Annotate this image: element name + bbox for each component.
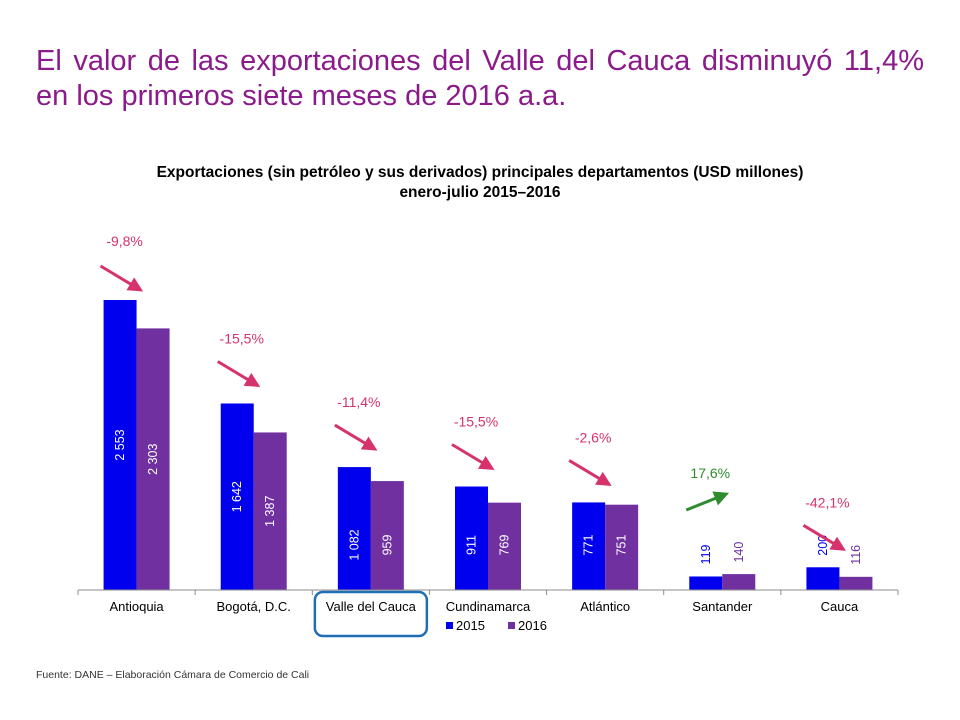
bar-2016 (488, 502, 521, 590)
change-arrow-down-icon (451, 443, 495, 471)
data-label-2015: 1 642 (230, 481, 244, 512)
bar-2016 (136, 328, 170, 590)
data-label-2016: 2 303 (146, 444, 160, 475)
chart-title: Exportaciones (sin petróleo y sus deriva… (156, 164, 804, 181)
bar-2016 (370, 481, 404, 590)
bar-2015 (455, 486, 488, 590)
bar-2016 (253, 432, 287, 590)
change-percent-label: -42,1% (805, 494, 849, 510)
bar-2016 (839, 576, 873, 590)
category-label: Cundinamarca (446, 599, 531, 614)
bar-2015 (220, 403, 254, 590)
change-percent-label: -11,4% (337, 394, 380, 410)
change-arrow-down-icon (216, 360, 261, 388)
category-label: Atlántico (580, 599, 630, 614)
highlight-box (313, 590, 429, 638)
change-arrow-down-icon (802, 523, 847, 551)
bar-2015 (337, 467, 371, 590)
bar-2015 (806, 567, 840, 590)
bar-2016 (722, 574, 756, 590)
change-percent-label: -15,5% (220, 330, 264, 346)
change-percent-label: -2,6% (575, 429, 612, 445)
change-arrow-down-icon (334, 423, 378, 451)
category-label: Bogotá, D.C. (216, 599, 290, 614)
change-percent-label: -15,5% (454, 414, 498, 430)
category-label: Cauca (821, 599, 859, 614)
legend-swatch-2016 (508, 622, 515, 629)
source-footer: Fuente: DANE – Elaboración Cámara de Com… (36, 669, 310, 681)
bar-2016 (605, 504, 639, 590)
data-label-2016: 1 387 (263, 496, 277, 527)
data-label-2016: 959 (380, 535, 394, 556)
category-label: Santander (692, 599, 753, 614)
legend-label-2015: 2015 (456, 618, 485, 633)
bar-2015 (103, 300, 137, 590)
legend-label-2016: 2016 (518, 618, 547, 633)
slide-title: El valor de las exportaciones del Valle … (36, 45, 924, 112)
category-label: Antioquia (109, 599, 164, 614)
change-percent-label: -9,8% (106, 233, 143, 249)
data-label-2015: 1 082 (347, 529, 361, 560)
data-label-2015: 119 (699, 544, 713, 564)
data-label-2016: 769 (498, 535, 512, 556)
data-label-2016: 751 (615, 535, 629, 556)
chart-title-block: Exportaciones (sin petróleo y sus deriva… (60, 163, 900, 203)
change-arrow-down-icon (568, 459, 612, 486)
data-label-2016: 140 (732, 542, 746, 563)
data-label-2015: 911 (465, 535, 479, 555)
legend-swatch-2015 (446, 622, 453, 629)
bar-2015 (572, 502, 606, 590)
category-label: Valle del Cauca (326, 599, 417, 614)
bar-2015 (689, 576, 723, 590)
chart-subtitle: enero-julio 2015–2016 (399, 184, 561, 201)
data-label-2015: 2 553 (113, 429, 127, 460)
data-label-2016: 116 (849, 545, 863, 565)
change-arrow-up-icon (685, 491, 730, 512)
change-percent-label: 17,6% (690, 465, 730, 481)
change-arrow-down-icon (99, 264, 144, 292)
data-label-2015: 771 (582, 535, 596, 556)
